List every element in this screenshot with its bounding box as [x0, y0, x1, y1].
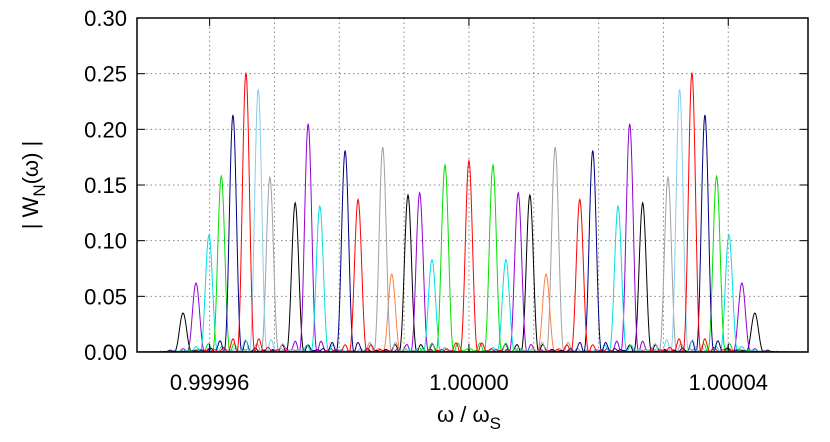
spectral-peak [548, 204, 689, 352]
x-tick-label: 1.00000 [429, 370, 509, 395]
spectral-peak [151, 174, 292, 352]
spectral-peak [684, 312, 808, 352]
spectral-peak [634, 114, 775, 352]
spectral-peak [225, 201, 366, 352]
y-tick-label: 0.20 [84, 117, 127, 142]
spectral-peak [249, 204, 390, 352]
spectral-peak [485, 147, 626, 352]
y-axis-title: | WN(ω) | [18, 141, 49, 230]
y-tick-label: 0.10 [84, 229, 127, 254]
spectral-peak [621, 72, 763, 352]
spectral-peak [476, 273, 617, 352]
spectral-peak [312, 147, 453, 352]
y-tick-label: 0.15 [84, 173, 127, 198]
y-tick-label: 0.05 [84, 284, 127, 309]
spectral-peak [435, 258, 576, 352]
spectral-peak [138, 233, 279, 352]
y-axis-title-rest: (ω) | [18, 141, 43, 185]
spectral-peak [361, 258, 503, 352]
spectral-peak [597, 175, 739, 352]
x-axis-title: ω / ωS [437, 402, 501, 433]
spectral-peak [175, 72, 317, 352]
spectral-peak [459, 193, 600, 352]
spectral-peak [559, 123, 700, 352]
x-axis-title-sub: S [490, 414, 501, 433]
spectral-peak [522, 150, 663, 352]
y-tick-label: 0.30 [84, 6, 127, 31]
spectral-peak [199, 175, 340, 352]
ticks: 0.00 0.05 0.10 0.15 0.20 0.25 0.30 0.99996 1.000… [84, 6, 808, 395]
spectral-peak [162, 114, 304, 352]
spectral-peak [646, 174, 787, 352]
spectral-peak [337, 193, 479, 352]
y-tick-label: 0.00 [84, 340, 127, 365]
spectral-peak [238, 123, 379, 352]
spectral-peak [572, 201, 713, 352]
spectral-peak [374, 163, 516, 352]
spectral-peak [137, 312, 254, 352]
spectral-peak [275, 150, 416, 352]
x-axis-title-main: ω / ω [437, 402, 490, 427]
spectral-peak [658, 233, 799, 352]
y-axis-title-main: | W [18, 196, 43, 229]
x-tick-label: 0.99996 [170, 370, 250, 395]
x-tick-label: 1.00004 [688, 370, 768, 395]
spectral-peak [288, 197, 429, 352]
spectral-peak [509, 197, 650, 352]
spectral-peak [321, 273, 462, 352]
y-axis-title-sub: N [30, 184, 49, 196]
spectral-peak [422, 163, 563, 352]
y-tick-label: 0.25 [84, 62, 127, 87]
